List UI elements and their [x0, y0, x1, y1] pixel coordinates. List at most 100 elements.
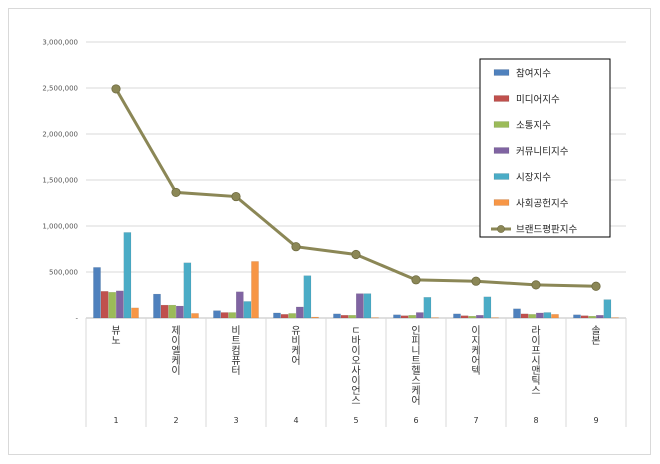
category-rank-label: 1 — [113, 416, 118, 425]
category-rank-label: 9 — [593, 416, 598, 425]
category-rank-label: 2 — [173, 416, 178, 425]
bar — [603, 299, 612, 319]
bar — [513, 308, 521, 319]
bar — [296, 306, 304, 319]
bar — [280, 314, 289, 319]
legend-swatch — [493, 199, 510, 206]
y-tick-label: 2,500,000 — [42, 85, 78, 93]
bar — [468, 315, 477, 319]
bar — [183, 262, 192, 319]
line-point — [411, 275, 421, 285]
line-point — [591, 281, 601, 291]
category-rank-label: 8 — [533, 416, 538, 425]
legend-label: 커뮤니티지수 — [516, 147, 569, 158]
bar — [596, 315, 604, 319]
bar — [573, 314, 581, 319]
bar — [100, 291, 109, 319]
bar — [400, 315, 409, 319]
line-point — [471, 276, 481, 286]
legend-swatch-marker — [497, 225, 505, 233]
bar — [393, 314, 401, 319]
bar — [483, 296, 492, 319]
bar — [611, 317, 619, 319]
legend-label: 참여지수 — [516, 68, 551, 80]
bar — [588, 315, 596, 319]
legend-swatch — [493, 147, 510, 154]
bar — [303, 275, 312, 319]
bar — [243, 301, 252, 319]
legend-label: 사회공헌지수 — [516, 199, 569, 210]
bar — [363, 293, 372, 319]
bar — [491, 317, 499, 319]
category-rank-label: 3 — [233, 416, 238, 425]
y-tick-label: 500,000 — [49, 269, 78, 277]
bar — [340, 315, 349, 319]
bar — [348, 315, 357, 319]
category-rank-label: 4 — [293, 416, 298, 425]
bar — [288, 313, 297, 319]
category-rank-label: 7 — [473, 416, 478, 425]
bar — [520, 313, 529, 319]
bar — [528, 314, 536, 319]
bar — [108, 292, 116, 319]
bar — [228, 312, 237, 319]
legend-swatch — [493, 121, 510, 128]
bar — [460, 315, 469, 319]
legend-swatch — [493, 173, 510, 180]
y-tick-label: 1,000,000 — [42, 223, 78, 231]
legend-swatch — [493, 95, 510, 102]
bar — [333, 313, 341, 319]
legend-label: 소통지수 — [516, 121, 551, 132]
bar — [416, 312, 424, 319]
bar — [175, 305, 184, 319]
bar — [551, 314, 559, 319]
bar — [453, 313, 461, 319]
legend-label: 시장지수 — [516, 173, 551, 184]
bar — [431, 317, 439, 319]
bar — [235, 291, 244, 319]
bar — [220, 312, 229, 319]
bar — [123, 232, 132, 319]
bar — [115, 290, 124, 319]
line-point — [171, 187, 181, 198]
category-rank-label: 5 — [353, 416, 358, 425]
bar — [356, 293, 364, 319]
legend-label: 브랜드평판지수 — [516, 225, 577, 236]
legend-swatch — [493, 69, 510, 76]
line-point — [351, 249, 361, 260]
bar — [311, 316, 319, 319]
category-rank-label: 6 — [413, 416, 418, 425]
legend-label: 미디어지수 — [516, 95, 560, 106]
line-point — [111, 84, 121, 94]
bar — [191, 313, 199, 319]
y-tick-label: 1,500,000 — [42, 177, 78, 185]
line-point — [231, 191, 241, 202]
bar — [168, 304, 177, 319]
bar — [476, 315, 484, 319]
bar — [580, 315, 589, 319]
y-tick-label: 3,000,000 — [42, 39, 78, 47]
bar — [273, 312, 281, 319]
bar — [160, 304, 169, 319]
bar — [131, 307, 139, 319]
y-tick-label: - — [75, 315, 78, 323]
bar — [408, 315, 417, 319]
bar — [153, 293, 161, 319]
y-tick-label: 2,000,000 — [42, 131, 78, 139]
bar — [251, 261, 259, 319]
bar — [536, 312, 544, 319]
bar — [543, 312, 552, 319]
bar — [423, 297, 432, 319]
bar — [371, 317, 379, 319]
line-point — [531, 280, 541, 290]
